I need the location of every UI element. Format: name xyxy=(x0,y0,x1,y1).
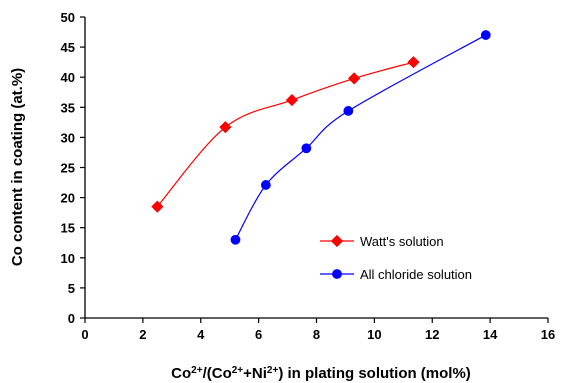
legend-item: Watt's solution xyxy=(320,234,444,249)
x-tick-label: 6 xyxy=(255,327,262,342)
y-tick-label: 25 xyxy=(61,161,75,176)
x-tick-label: 4 xyxy=(197,327,205,342)
data-point xyxy=(343,106,354,116)
y-tick-label: 0 xyxy=(68,311,75,326)
data-point xyxy=(230,234,241,245)
series-watts-solution xyxy=(151,56,420,213)
x-axis-title-superscript: 2+ xyxy=(267,365,279,376)
x-tick-label: 0 xyxy=(81,327,88,342)
y-tick-label: 30 xyxy=(61,130,75,145)
x-axis-title-part: +Ni xyxy=(243,365,267,382)
y-tick-label: 20 xyxy=(61,191,75,206)
data-point xyxy=(407,56,420,69)
data-point xyxy=(151,200,164,213)
x-tick-label: 2 xyxy=(139,327,146,342)
legend-label: All chloride solution xyxy=(360,267,472,282)
legend: Watt's solution All chloride solution xyxy=(320,234,472,282)
y-tick-label: 10 xyxy=(61,251,75,266)
data-point xyxy=(260,180,271,190)
x-axis-title-superscript: 2+ xyxy=(232,365,244,376)
series-all-chloride-solution xyxy=(230,30,491,245)
x-tick-label: 12 xyxy=(425,327,439,342)
data-point xyxy=(285,94,298,107)
x-axis-tick-labels: 0 2 4 6 8 10 12 14 16 xyxy=(81,327,555,342)
x-axis-title-part: /(Co xyxy=(203,365,232,382)
x-axis-title: Co2+/(Co2++Ni2+) in plating solution (mo… xyxy=(171,365,471,383)
y-tick-label: 35 xyxy=(61,100,75,115)
data-point xyxy=(219,121,232,134)
x-axis-title-part: Co xyxy=(171,365,191,382)
x-tick-label: 14 xyxy=(483,327,498,342)
series-layer xyxy=(151,30,491,245)
legend-marker xyxy=(330,234,344,248)
series-line xyxy=(234,34,487,241)
x-axis-title-part: ) in plating solution (mol%) xyxy=(278,365,470,382)
y-tick-label: 45 xyxy=(61,40,75,55)
y-tick-label: 15 xyxy=(61,221,75,236)
y-tick-label: 50 xyxy=(61,10,75,25)
y-tick-label: 5 xyxy=(68,281,75,296)
data-point xyxy=(480,30,491,40)
x-tick-label: 10 xyxy=(367,327,381,342)
y-axis-tick-labels: 0 5 10 15 20 25 30 35 40 45 50 xyxy=(61,10,75,326)
data-point xyxy=(301,143,312,154)
x-tick-label: 8 xyxy=(313,327,320,342)
legend-item: All chloride solution xyxy=(320,267,472,282)
data-point xyxy=(348,72,361,85)
axes xyxy=(80,16,549,323)
legend-marker xyxy=(332,269,342,279)
x-tick-label: 16 xyxy=(541,327,555,342)
y-tick-label: 40 xyxy=(61,70,75,85)
x-axis-title-superscript: 2+ xyxy=(191,365,203,376)
y-axis-title: Co content in coating (at.%) xyxy=(9,68,26,266)
legend-label: Watt's solution xyxy=(360,234,444,249)
